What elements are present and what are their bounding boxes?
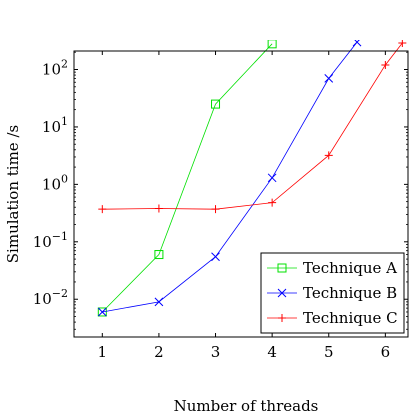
series-line — [102, 43, 273, 313]
data-point — [398, 40, 407, 47]
series-technique-c — [98, 40, 407, 214]
legend-item: Technique C — [267, 309, 398, 327]
data-point — [211, 205, 220, 214]
y-tick-label: 102 — [42, 58, 68, 79]
legend-marker — [277, 288, 287, 298]
data-point — [324, 151, 333, 160]
y-tick-label-exponent: −2 — [52, 287, 68, 300]
y-tick-label: 100 — [42, 172, 68, 193]
series-line — [102, 41, 358, 313]
legend-label: Technique A — [303, 259, 397, 277]
y-tick-label-base: 10 — [42, 175, 61, 193]
series-technique-a — [97, 40, 277, 317]
tick-layer — [74, 51, 408, 337]
data-point — [97, 307, 107, 317]
data-point — [381, 60, 390, 69]
y-tick-label-base: 10 — [33, 290, 52, 308]
y-tick-label-exponent: −1 — [52, 230, 68, 243]
data-point — [98, 205, 107, 214]
legend-label: Technique B — [303, 284, 397, 302]
legend-item: Technique A — [267, 259, 397, 277]
x-tick-label: 3 — [211, 343, 221, 361]
data-point — [211, 252, 220, 262]
data-point — [267, 40, 277, 49]
series-layer — [97, 40, 407, 317]
x-tick-label: 1 — [98, 343, 108, 361]
y-tick-label: 10−2 — [33, 287, 68, 308]
series-line — [102, 42, 403, 210]
data-point — [268, 198, 277, 207]
legend-label: Technique C — [303, 309, 398, 327]
x-tick-label: 5 — [324, 343, 334, 361]
data-point — [154, 250, 164, 260]
legend-item: Technique B — [267, 284, 397, 302]
x-tick-label: 2 — [154, 343, 164, 361]
series-technique-b — [97, 40, 362, 317]
data-point — [154, 204, 163, 213]
y-tick-label-base: 10 — [42, 61, 61, 79]
x-tick-label: 6 — [381, 343, 391, 361]
y-tick-label-exponent: 2 — [61, 58, 68, 71]
plot-frame — [73, 50, 409, 338]
x-tick-labels: 1 2 3 4 5 6 — [98, 343, 391, 361]
y-axis-label: Simulation time /s — [4, 125, 22, 263]
x-axis-label: Number of threads — [174, 397, 319, 415]
x-tick-label: 4 — [267, 343, 277, 361]
data-point — [267, 173, 277, 183]
legend: Technique A Technique B Technique C — [260, 252, 405, 334]
data-point — [352, 40, 362, 47]
legend-marker — [277, 263, 287, 273]
y-tick-label: 10−1 — [33, 230, 68, 251]
data-point — [154, 297, 164, 307]
legend-marker — [278, 314, 286, 322]
y-tick-label: 101 — [42, 115, 68, 136]
data-point — [211, 99, 221, 109]
data-point — [97, 307, 107, 317]
y-tick-label-exponent: 1 — [61, 115, 68, 128]
y-tick-label-base: 10 — [42, 118, 61, 136]
data-point — [324, 74, 334, 83]
y-tick-label-exponent: 0 — [61, 172, 68, 185]
y-tick-label-base: 10 — [33, 233, 52, 251]
